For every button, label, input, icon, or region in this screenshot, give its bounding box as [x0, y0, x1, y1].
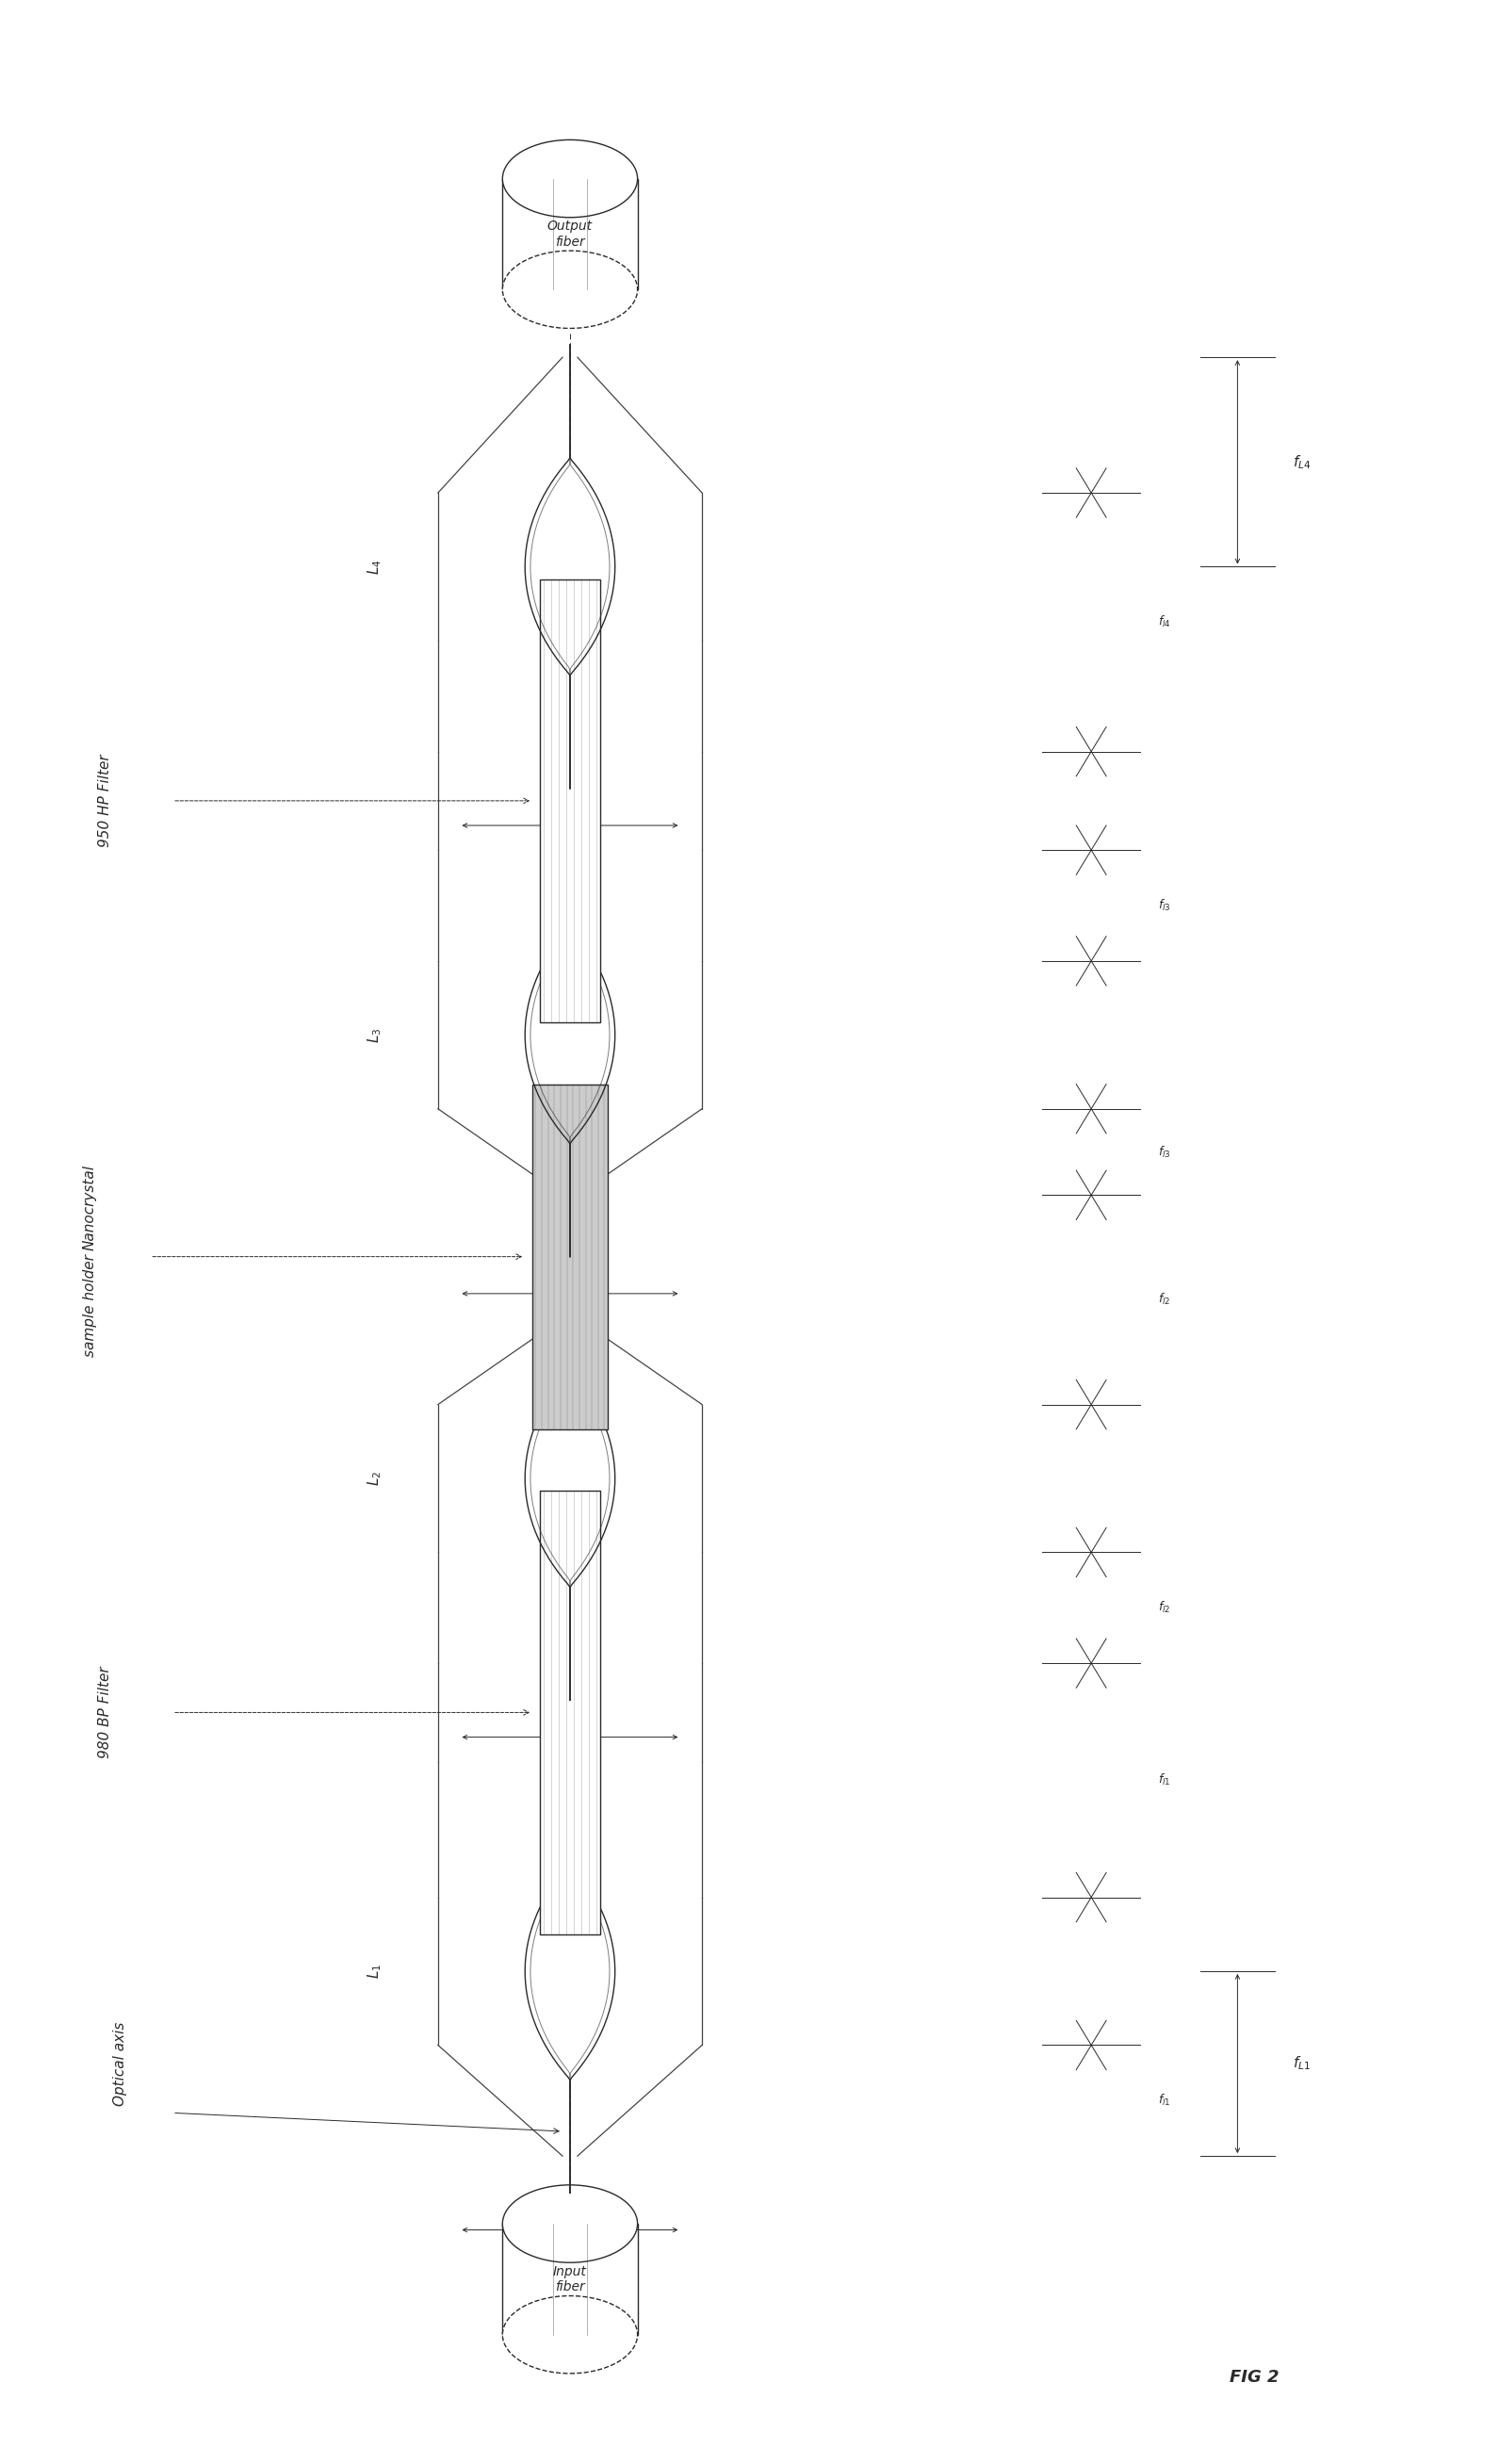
Text: f$_{l4}$: f$_{l4}$	[1158, 614, 1172, 631]
Ellipse shape	[503, 2296, 638, 2373]
Text: f$_{l3}$: f$_{l3}$	[1158, 897, 1172, 914]
Text: f$_{l2}$: f$_{l2}$	[1158, 1599, 1172, 1616]
Text: 950 HP Filter: 950 HP Filter	[98, 754, 112, 848]
Text: D$_{L4}$: D$_{L4}$	[574, 781, 596, 796]
Text: Optical axis: Optical axis	[112, 2020, 128, 2107]
Text: D$_{L1}$: D$_{L1}$	[574, 2186, 596, 2200]
Text: FIG 2: FIG 2	[1230, 2370, 1280, 2385]
Polygon shape	[525, 1257, 615, 1700]
Text: D$_{L3}$: D$_{L3}$	[574, 1249, 596, 1264]
Text: f$_{L1}$: f$_{L1}$	[1293, 2055, 1311, 2072]
Text: sample holder: sample holder	[82, 1254, 98, 1358]
Ellipse shape	[503, 251, 638, 328]
Text: L$_1$: L$_1$	[366, 1964, 384, 1979]
Text: f$_{l1}$: f$_{l1}$	[1158, 1772, 1172, 1789]
Polygon shape	[525, 1749, 615, 2193]
Polygon shape	[525, 345, 615, 788]
Bar	[540, 579, 600, 1023]
Text: 980 BP Filter: 980 BP Filter	[98, 1666, 112, 1759]
Text: Nanocrystal: Nanocrystal	[82, 1165, 98, 1249]
Text: f$_{L4}$: f$_{L4}$	[1293, 453, 1311, 471]
Bar	[540, 1491, 600, 1934]
Text: L$_3$: L$_3$	[366, 1027, 384, 1042]
Bar	[503, 180, 638, 288]
Bar	[503, 2223, 638, 2336]
Text: f$_{l2}$: f$_{l2}$	[1158, 1291, 1172, 1308]
Text: Output
fiber: Output fiber	[548, 219, 592, 249]
Polygon shape	[525, 813, 615, 1257]
Text: L$_4$: L$_4$	[366, 559, 384, 574]
Text: Input
fiber: Input fiber	[554, 2264, 586, 2294]
Text: D$_{L2}$: D$_{L2}$	[574, 1693, 596, 1708]
Text: f$_{l1}$: f$_{l1}$	[1158, 2092, 1172, 2109]
Ellipse shape	[503, 140, 638, 217]
Bar	[532, 1084, 608, 1429]
Text: f$_{l3}$: f$_{l3}$	[1158, 1143, 1172, 1161]
Ellipse shape	[503, 2186, 638, 2262]
Text: L$_2$: L$_2$	[366, 1471, 384, 1486]
